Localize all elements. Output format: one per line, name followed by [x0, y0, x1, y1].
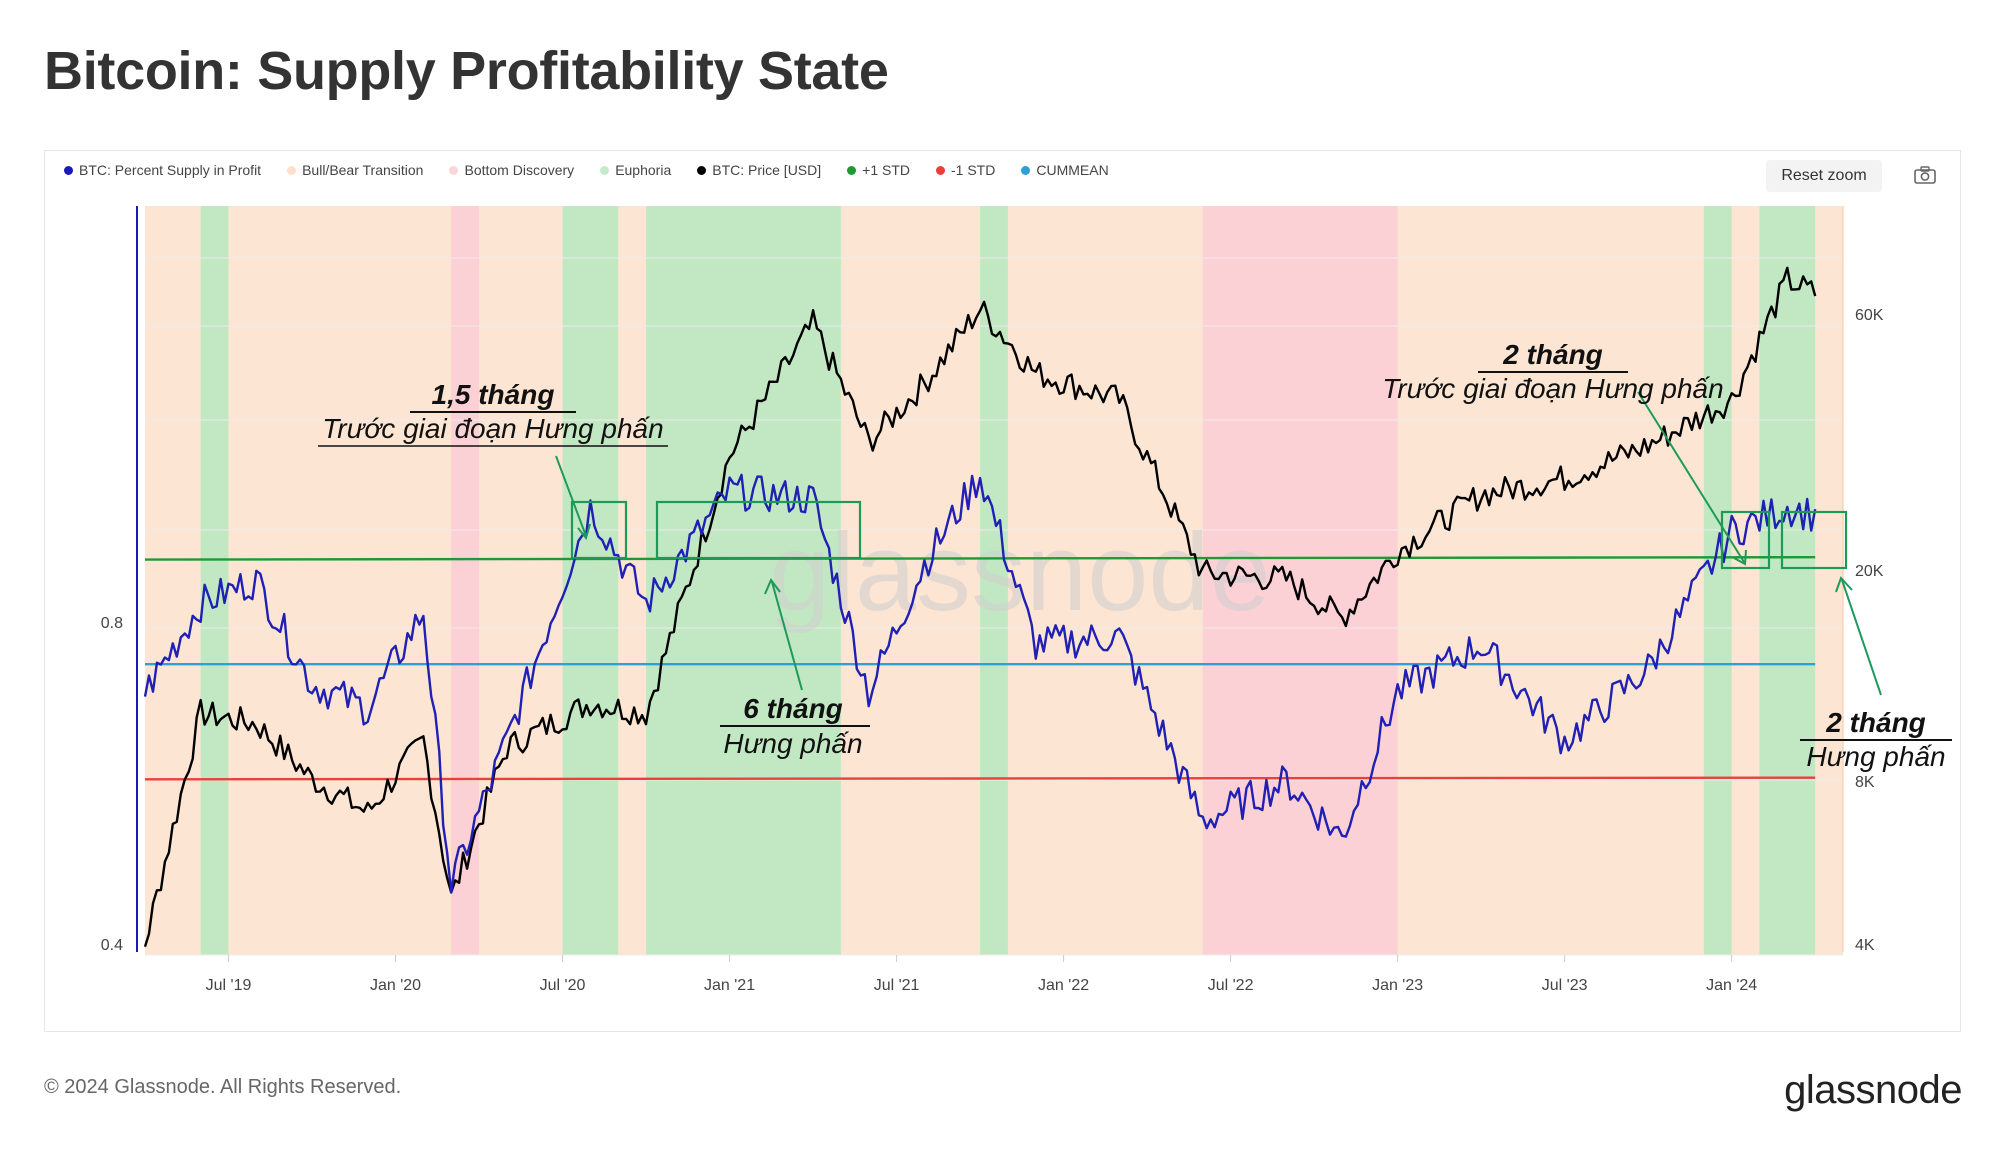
arrowhead-2: [764, 578, 781, 595]
legend-swatch: [600, 165, 610, 175]
annotation-boxes: [570, 500, 1848, 570]
arrow-4: [1841, 579, 1882, 696]
band-euphoria: [980, 206, 1008, 955]
band-euphoria: [646, 206, 841, 955]
chart-frame: [44, 150, 1961, 1032]
right-tick-label: 4K: [1855, 937, 1875, 954]
legend-label: Bottom Discovery: [464, 162, 575, 178]
legend-label: -1 STD: [951, 162, 996, 178]
legend-label: +1 STD: [862, 162, 910, 178]
legend-label: CUMMEAN: [1036, 162, 1109, 178]
legend-swatch: [1021, 165, 1031, 175]
legend-item-bull-bear-transition[interactable]: Bull/Bear Transition: [287, 162, 423, 178]
legend-swatch: [287, 165, 297, 175]
box-pre-euphoria-2020: [570, 500, 628, 560]
reset-zoom-button[interactable]: Reset zoom: [1766, 160, 1882, 192]
annotation-3-text: Trước giai đoạn Hưng phấn: [1382, 373, 1723, 404]
series-lines: [143, 266, 1817, 948]
copyright-text: © 2024 Glassnode. All Rights Reserved.: [44, 1076, 402, 1098]
legend-item-supply-in-profit[interactable]: BTC: Percent Supply in Profit: [64, 162, 261, 178]
annotation-1-text: Trước giai đoạn Hưng phấn: [322, 413, 663, 444]
annotation-2-text: Hưng phấn: [723, 728, 862, 759]
annotation-1-bold: 1,5 tháng: [432, 379, 555, 410]
x-axis-ticks: Jul '19 Jan '20 Jul '20 Jan '21 Jul '21 Jan '…: [206, 955, 1757, 994]
annotation-4-text: Hưng phấn: [1806, 741, 1945, 772]
legend-label: BTC: Price [USD]: [712, 162, 822, 178]
band-bottom-discovery: [1202, 206, 1398, 955]
x-tick-label: Jan '24: [1706, 977, 1757, 994]
brand-logo-text: glassnode: [1784, 1068, 1962, 1112]
watermark-text: glassnode: [769, 511, 1271, 634]
band-euphoria: [562, 206, 619, 955]
box-euphoria-2024: [1780, 510, 1848, 570]
legend-item-minus-std[interactable]: -1 STD: [936, 162, 995, 178]
x-tick-label: Jan '22: [1038, 977, 1089, 994]
x-tick-label: Jul '19: [206, 977, 252, 994]
box-pre-euphoria-2023: [1720, 510, 1771, 570]
x-tick-label: Jan '21: [704, 977, 755, 994]
right-tick-label: 60K: [1855, 307, 1884, 324]
legend-label: BTC: Percent Supply in Profit: [79, 162, 262, 178]
legend-item-bottom-discovery[interactable]: Bottom Discovery: [449, 162, 574, 178]
series-line-1-std: [144, 556, 1816, 561]
legend-item-cummean[interactable]: CUMMEAN: [1021, 162, 1109, 178]
arrow-2: [771, 581, 803, 691]
legend-label: Bull/Bear Transition: [302, 162, 424, 178]
legend-swatch: [847, 165, 857, 175]
legend-item-plus-std[interactable]: +1 STD: [847, 162, 910, 178]
x-tick-label: Jan '20: [370, 977, 421, 994]
annotation-texts: 1,5 tháng Trước giai đoạn Hưng phấn 6 th…: [318, 339, 1952, 772]
annotation-3-bold: 2 tháng: [1502, 339, 1603, 370]
arrowhead-1: [577, 523, 591, 541]
y-axis-ticks: 0.8 0.4 60K 20K 8K 4K: [101, 307, 1884, 954]
page-title: Bitcoin: Supply Profitability State: [44, 41, 889, 101]
annotation-2-bold: 6 tháng: [743, 693, 843, 724]
band-bottom-discovery: [451, 206, 480, 955]
right-tick-label: 8K: [1855, 774, 1875, 791]
band-euphoria: [1703, 206, 1732, 955]
series-line-1-std: [144, 776, 1816, 781]
annotation-4-bold: 2 tháng: [1825, 707, 1926, 738]
legend-item-euphoria[interactable]: Euphoria: [600, 162, 671, 178]
band-euphoria: [200, 206, 229, 955]
x-tick-label: Jul '23: [1542, 977, 1588, 994]
legend-swatch: [697, 165, 707, 175]
legend: BTC: Percent Supply in Profit Bull/Bear …: [64, 162, 1109, 178]
series-line-btc-percent-supply-in-profit: [143, 473, 1817, 894]
left-tick-label: 0.8: [101, 615, 123, 632]
left-tick-label: 0.4: [101, 937, 123, 954]
legend-swatch: [64, 165, 73, 175]
right-tick-label: 20K: [1855, 563, 1884, 580]
arrowhead-4: [1835, 576, 1853, 593]
annotation-arrows: [555, 391, 1882, 696]
x-tick-label: Jul '21: [874, 977, 920, 994]
arrow-3: [1637, 391, 1745, 563]
legend-label: Euphoria: [615, 162, 672, 178]
legend-swatch: [449, 165, 459, 175]
x-tick-label: Jul '20: [540, 977, 586, 994]
arrow-1: [555, 455, 587, 537]
state-bands: [145, 206, 1843, 955]
x-tick-label: Jul '22: [1208, 977, 1254, 994]
x-tick-label: Jan '23: [1372, 977, 1423, 994]
camera-icon[interactable]: [1914, 166, 1936, 184]
legend-item-price[interactable]: BTC: Price [USD]: [697, 162, 821, 178]
arrowhead-3: [1733, 549, 1747, 566]
box-euphoria-2021: [655, 500, 862, 560]
series-line-btc-price-usd: [143, 266, 1817, 948]
band-euphoria: [1759, 206, 1816, 955]
legend-swatch: [936, 165, 945, 175]
